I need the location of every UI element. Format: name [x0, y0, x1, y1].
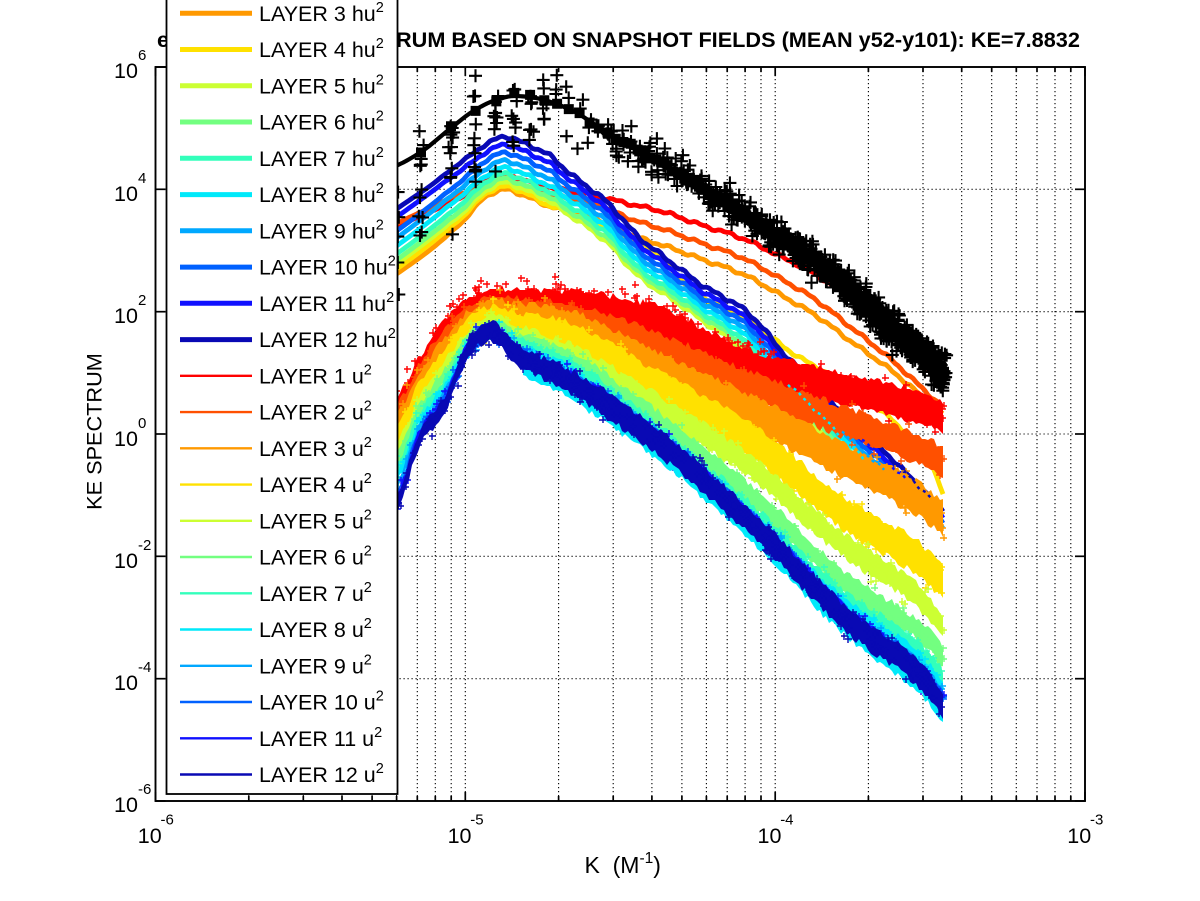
svg-text:LAYER 11 u2: LAYER 11 u2	[259, 725, 382, 751]
svg-text:LAYER 6 u2: LAYER 6 u2	[259, 544, 372, 570]
svg-text:LAYER 5 hu2: LAYER 5 hu2	[259, 72, 384, 98]
svg-text:LAYER 1 u2: LAYER 1 u2	[259, 362, 372, 388]
svg-text:LAYER 10 hu2: LAYER 10 hu2	[259, 254, 396, 280]
svg-text:LAYER 7 hu2: LAYER 7 hu2	[259, 145, 384, 171]
svg-text:-2: -2	[138, 537, 151, 554]
svg-text:LAYER 2 u2: LAYER 2 u2	[259, 399, 372, 425]
svg-text:-5: -5	[470, 812, 483, 829]
svg-text:10: 10	[138, 824, 162, 848]
svg-text:0: 0	[138, 415, 146, 432]
svg-text:LAYER 6 hu2: LAYER 6 hu2	[259, 109, 384, 135]
svg-text:-6: -6	[138, 781, 151, 798]
svg-text:LAYER 12 u2: LAYER 12 u2	[259, 761, 384, 787]
svg-text:10: 10	[448, 824, 472, 848]
svg-text:LAYER 12 hu2: LAYER 12 hu2	[259, 326, 396, 352]
svg-text:6: 6	[138, 47, 146, 64]
svg-text:-6: -6	[161, 812, 174, 829]
svg-text:10: 10	[758, 824, 782, 848]
svg-text:10: 10	[114, 549, 138, 573]
svg-text:LAYER 4 u2: LAYER 4 u2	[259, 471, 372, 497]
svg-text:LAYER 8 u2: LAYER 8 u2	[259, 616, 372, 642]
svg-text:10: 10	[114, 793, 138, 817]
svg-text:KE SPECTRUM: KE SPECTRUM	[82, 353, 107, 510]
svg-text:4: 4	[138, 170, 146, 187]
svg-text:LAYER 10 u2: LAYER 10 u2	[259, 689, 384, 715]
svg-text:LAYER 3 hu2: LAYER 3 hu2	[259, 0, 384, 26]
svg-text:10: 10	[114, 182, 138, 206]
svg-text:LAYER 11 hu2: LAYER 11 hu2	[259, 290, 394, 316]
svg-text:LAYER 7 u2: LAYER 7 u2	[259, 580, 372, 606]
svg-text:LAYER 5 u2: LAYER 5 u2	[259, 507, 372, 533]
svg-text:LAYER 4 hu2: LAYER 4 hu2	[259, 36, 384, 62]
svg-text:LAYER 9 u2: LAYER 9 u2	[259, 652, 372, 678]
svg-text:-4: -4	[138, 659, 151, 676]
svg-text:LAYER 3 u2: LAYER 3 u2	[259, 435, 372, 461]
svg-text:RUM BASED ON SNAPSHOT FIELDS (: RUM BASED ON SNAPSHOT FIELDS (MEAN y52-y…	[396, 27, 1080, 52]
svg-text:-4: -4	[780, 812, 793, 829]
svg-text:10: 10	[114, 671, 138, 695]
svg-text:-3: -3	[1090, 812, 1103, 829]
svg-text:LAYER 8 hu2: LAYER 8 hu2	[259, 181, 384, 207]
svg-text:10: 10	[114, 59, 138, 83]
svg-text:2: 2	[138, 292, 146, 309]
svg-text:LAYER 9 hu2: LAYER 9 hu2	[259, 217, 384, 243]
svg-text:10: 10	[1067, 824, 1091, 848]
svg-text:10: 10	[114, 427, 138, 451]
svg-text:10: 10	[114, 304, 138, 328]
